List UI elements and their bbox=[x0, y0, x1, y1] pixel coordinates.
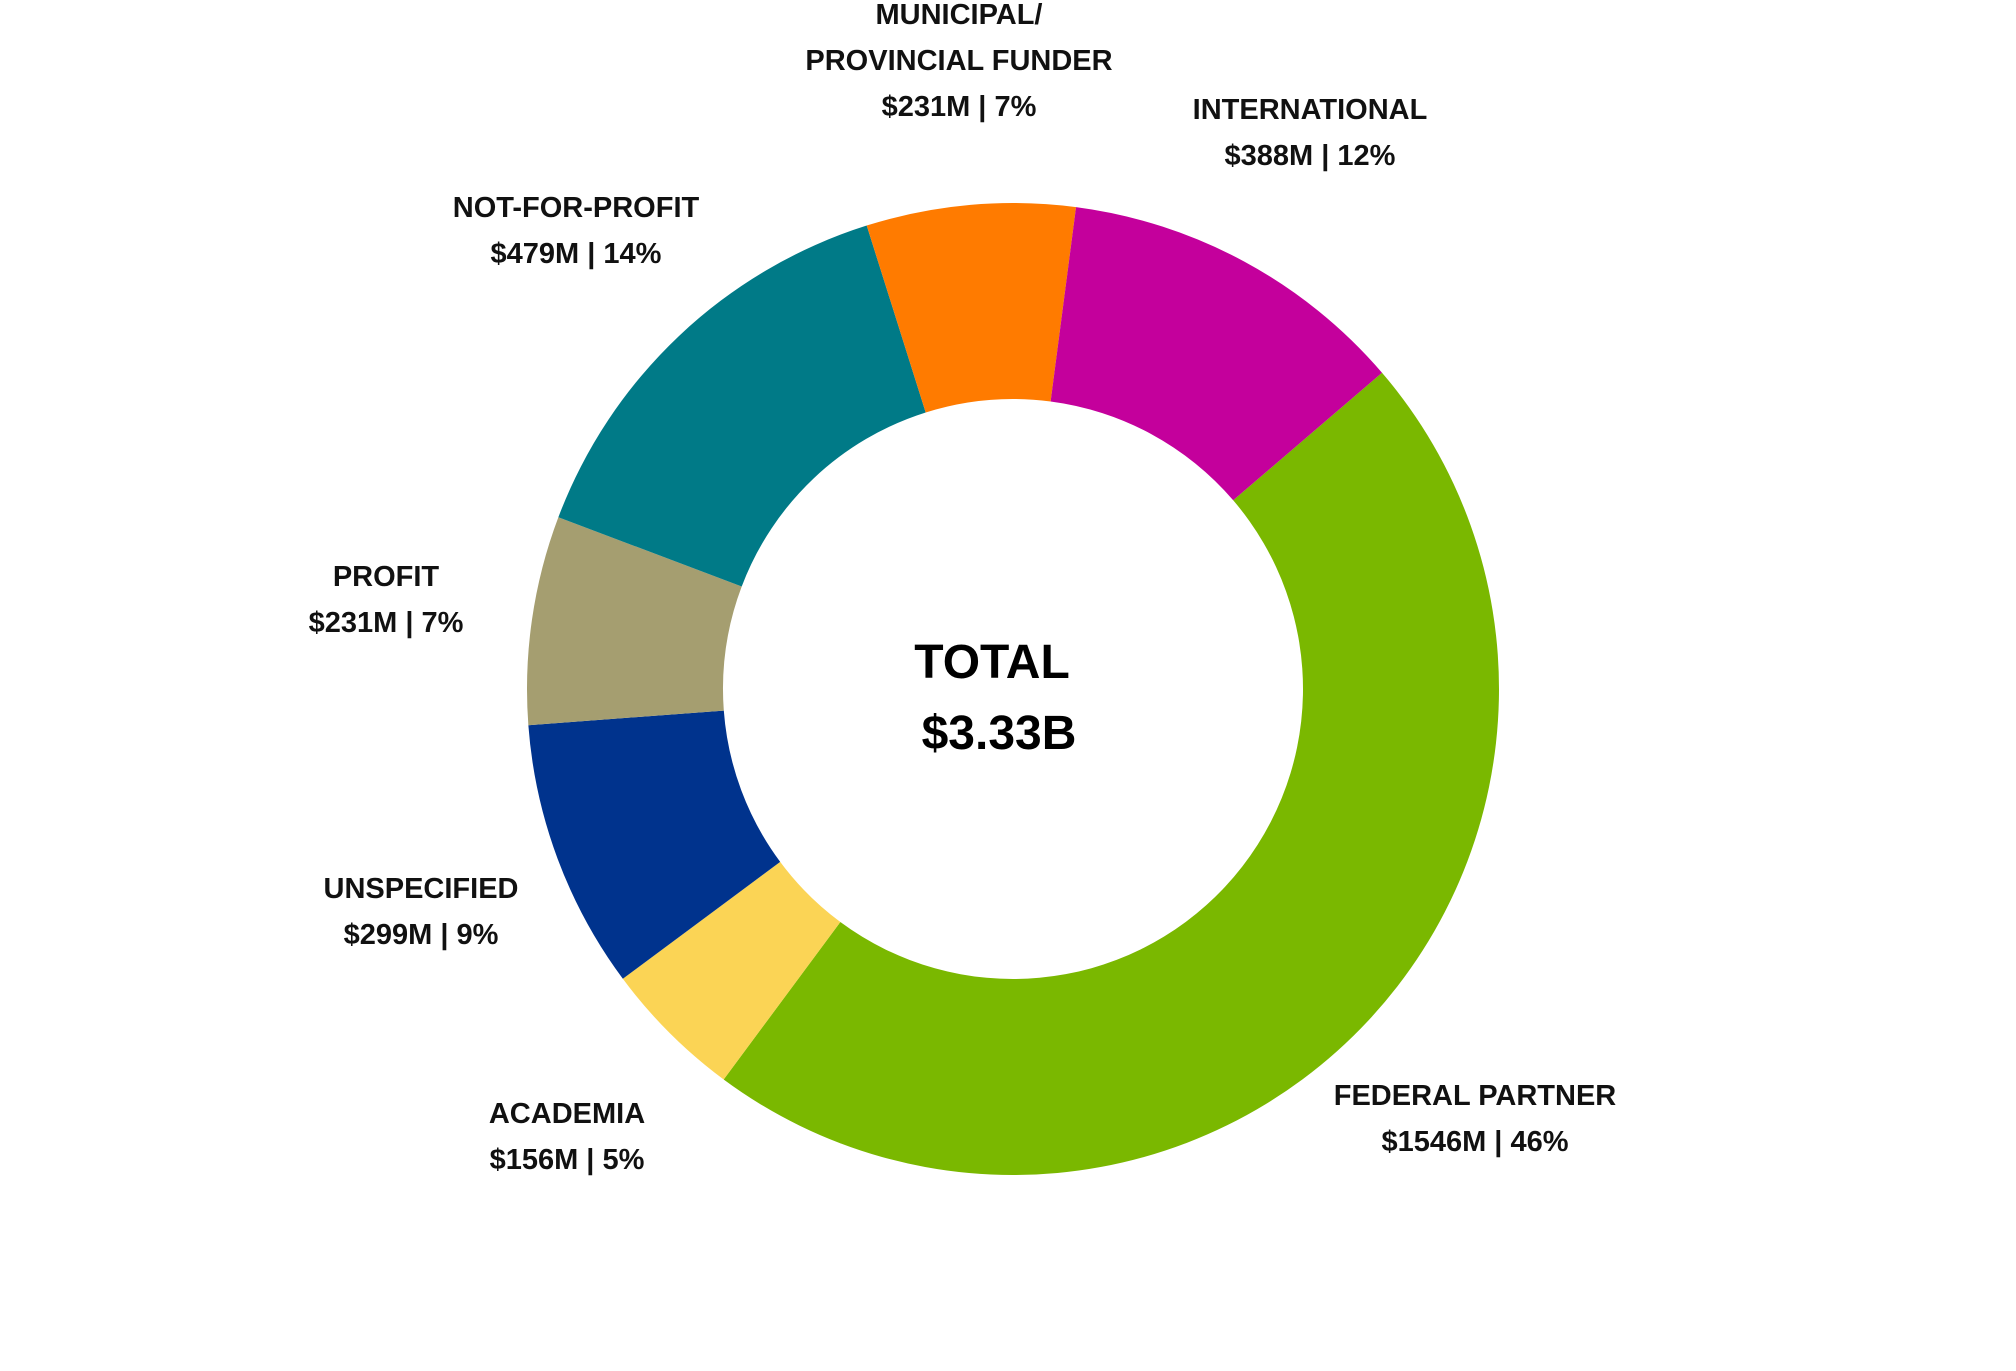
donut-slice bbox=[528, 710, 781, 979]
category-name: FEDERAL PARTNER bbox=[1333, 1080, 1617, 1112]
value-label: $156M | 5% bbox=[489, 1144, 645, 1176]
donut-slice bbox=[723, 372, 1499, 1175]
slice-label: FEDERAL PARTNER $1546M | 46% bbox=[1334, 1073, 1617, 1165]
center-title: TOTAL bbox=[914, 636, 1070, 689]
slice-label: MUNICIPAL/ PROVINCIAL FUNDER $231M | 7% bbox=[805, 0, 1112, 130]
category-name: NOT-FOR-PROFIT bbox=[452, 192, 700, 224]
category-name: UNSPECIFIED bbox=[323, 873, 519, 905]
slice-label: UNSPECIFIED $299M | 9% bbox=[324, 866, 519, 958]
donut-slice bbox=[1050, 207, 1383, 501]
donut-slice bbox=[866, 202, 1077, 413]
category-name: MUNICIPAL/ PROVINCIAL FUNDER bbox=[805, 0, 1113, 77]
category-name: PROFIT bbox=[332, 561, 440, 593]
slice-label: PROFIT $231M | 7% bbox=[309, 554, 464, 646]
value-label: $479M | 14% bbox=[490, 238, 662, 270]
donut-slice bbox=[527, 517, 742, 726]
donut-slice bbox=[622, 861, 841, 1080]
category-name: ACADEMIA bbox=[488, 1098, 646, 1130]
slice-label: ACADEMIA $156M | 5% bbox=[489, 1091, 645, 1183]
value-label: $231M | 7% bbox=[308, 607, 464, 639]
slice-label: NOT-FOR-PROFIT $479M | 14% bbox=[453, 185, 699, 277]
donut-slice bbox=[558, 225, 926, 587]
value-label: $231M | 7% bbox=[881, 91, 1037, 123]
value-label: $1546M | 46% bbox=[1381, 1126, 1569, 1158]
category-name: INTERNATIONAL bbox=[1192, 94, 1428, 126]
value-label: $299M | 9% bbox=[343, 919, 499, 951]
value-label: $388M | 12% bbox=[1224, 140, 1396, 172]
center-total: $3.33B bbox=[921, 707, 1077, 760]
slice-label: INTERNATIONAL $388M | 12% bbox=[1193, 87, 1428, 179]
